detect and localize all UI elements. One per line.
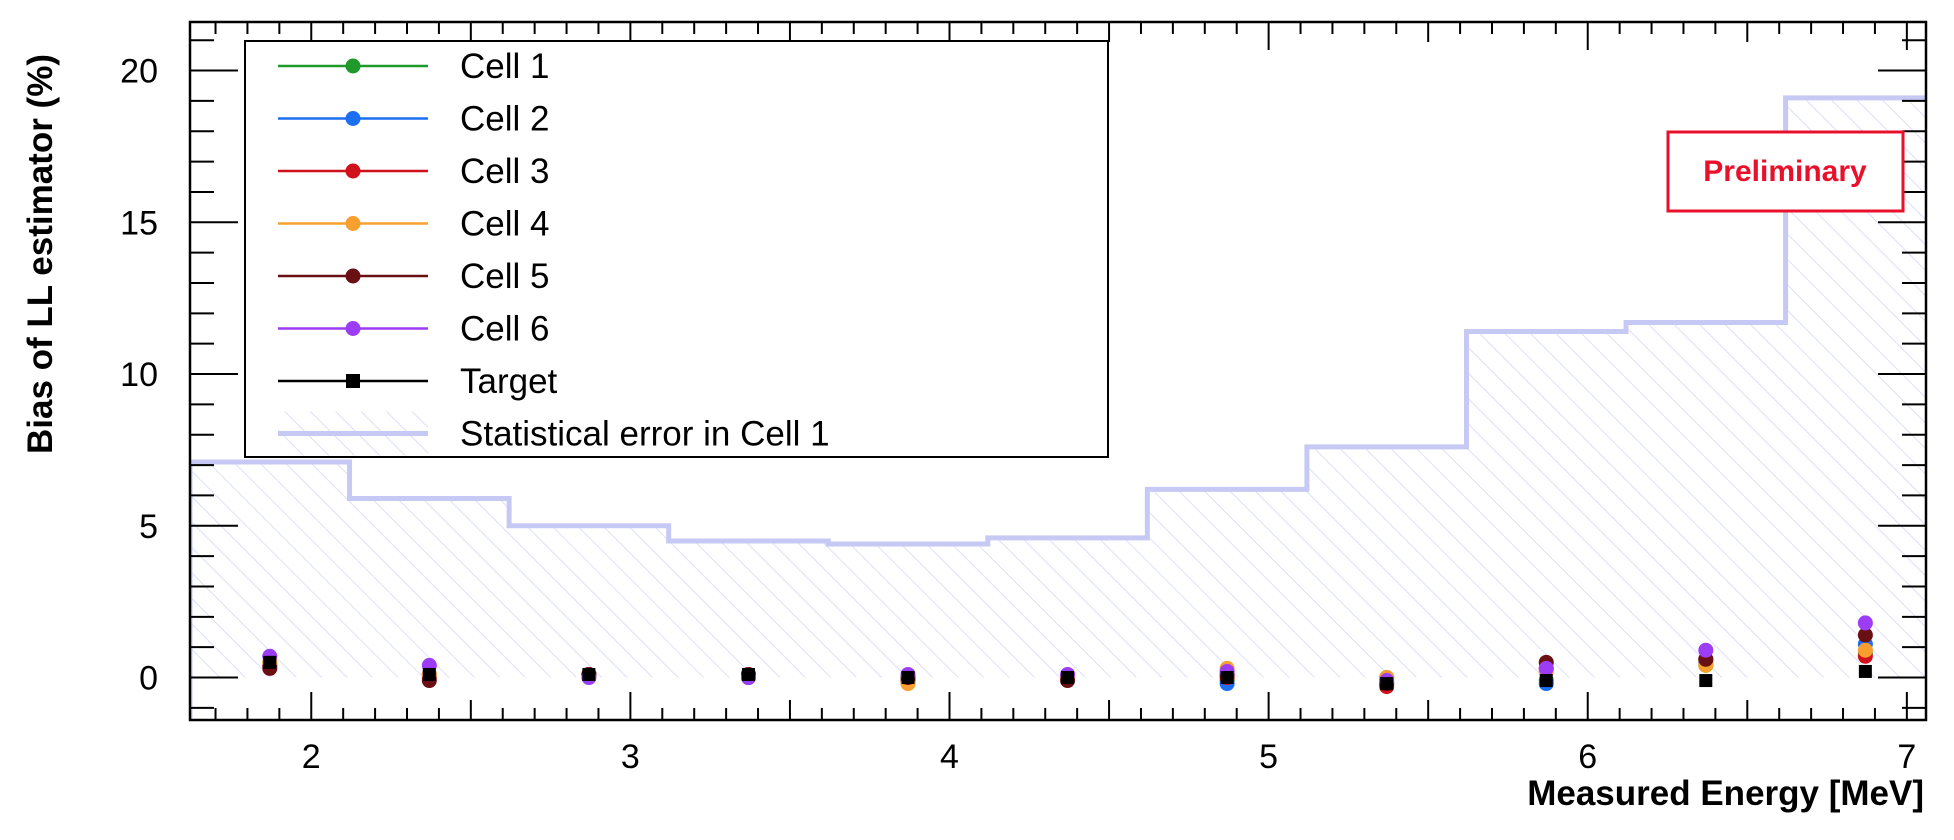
y-tick-label: 5 bbox=[139, 508, 158, 546]
y-tick-label: 20 bbox=[120, 53, 158, 91]
plot-frame bbox=[188, 20, 1928, 722]
x-axis-title: Measured Energy [MeV] bbox=[1527, 774, 1924, 813]
stat-error-hatch bbox=[190, 97, 1926, 678]
preliminary-badge: Preliminary bbox=[1666, 130, 1905, 213]
x-tick-label: 7 bbox=[1897, 738, 1916, 776]
y-tick-label: 10 bbox=[120, 356, 158, 394]
point-target bbox=[1858, 664, 1872, 678]
x-tick-label: 2 bbox=[302, 738, 321, 776]
legend-label-cell-2: Cell 2 bbox=[460, 100, 549, 139]
preliminary-box bbox=[1666, 130, 1905, 213]
tick-labels: 2 3 4 5 6 7 0 5 10 15 20 bbox=[120, 53, 1916, 776]
legend-label-cell-3: Cell 3 bbox=[460, 152, 549, 191]
legend: Cell 1 Cell 2 Cell 3 Cell 4 Cell 5 Cell 6 Targ… bbox=[244, 40, 1109, 458]
legend-label-cell-4: Cell 4 bbox=[460, 205, 549, 244]
stat-error-band bbox=[190, 95, 1926, 720]
legend-label-target: Target bbox=[460, 362, 558, 401]
y-axis-title: Bias of LL estimator (%) bbox=[21, 54, 60, 454]
point-target bbox=[1699, 674, 1713, 688]
legend-marker-cell-4 bbox=[345, 216, 361, 231]
data-points bbox=[262, 615, 1873, 695]
y-tick-label: 15 bbox=[120, 204, 158, 242]
point-target bbox=[901, 671, 915, 685]
legend-marker-cell-2 bbox=[345, 111, 361, 126]
legend-marker-cell-5 bbox=[345, 268, 361, 284]
preliminary-label: Preliminary bbox=[1703, 155, 1867, 188]
legend-marker-target bbox=[346, 374, 360, 388]
point-target bbox=[741, 667, 755, 681]
legend-label-cell-1: Cell 1 bbox=[460, 47, 549, 86]
point-target bbox=[1220, 671, 1234, 685]
x-tick-label: 4 bbox=[940, 738, 959, 776]
point-target bbox=[1539, 674, 1553, 688]
legend-marker-cell-6 bbox=[345, 321, 361, 336]
legend-label-statistical-error-in-cell-1: Statistical error in Cell 1 bbox=[460, 415, 830, 454]
legend-marker-cell-1 bbox=[345, 58, 361, 74]
point-cell-6 bbox=[1857, 615, 1873, 631]
x-tick-label: 3 bbox=[621, 738, 640, 776]
point-cell-6 bbox=[1698, 642, 1714, 658]
point-cell-4 bbox=[1857, 642, 1873, 658]
point-target bbox=[1061, 671, 1075, 685]
stat-error-outline bbox=[190, 95, 1926, 547]
legend-box bbox=[244, 40, 1109, 458]
legend-label-cell-6: Cell 6 bbox=[460, 310, 549, 349]
y-tick-label: 0 bbox=[139, 660, 158, 698]
point-target bbox=[263, 655, 277, 669]
point-target bbox=[422, 667, 436, 681]
legend-marker-cell-3 bbox=[345, 163, 361, 179]
point-target bbox=[582, 667, 596, 681]
point-cell-6 bbox=[1538, 660, 1554, 676]
point-target bbox=[1380, 677, 1394, 691]
point-cell-5 bbox=[1857, 627, 1873, 643]
legend-label-cell-5: Cell 5 bbox=[460, 257, 549, 296]
x-tick-label: 6 bbox=[1578, 738, 1597, 776]
x-tick-label: 5 bbox=[1259, 738, 1278, 776]
axis-ticks bbox=[190, 22, 1926, 720]
